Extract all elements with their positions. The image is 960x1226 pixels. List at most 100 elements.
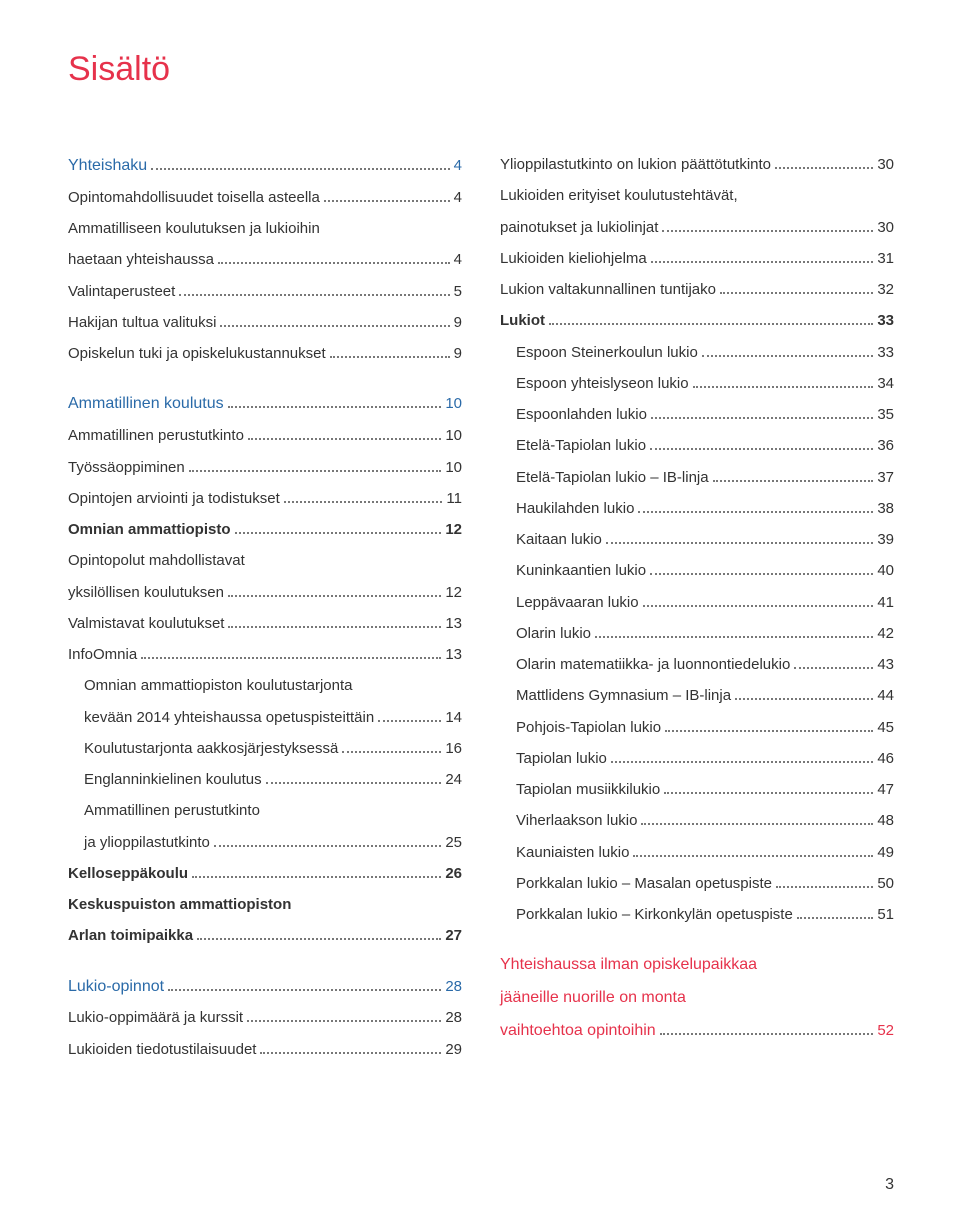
toc-label: Lukion valtakunnallinen tuntijako: [500, 278, 716, 303]
toc-row: Omnian ammattiopiston koulutustarjonta: [68, 674, 462, 699]
toc-leader-dots: [720, 292, 873, 294]
toc-row: Valintaperusteet5: [68, 280, 462, 305]
toc-label: Ammatillinen perustutkinto: [68, 424, 244, 449]
toc-label: Porkkalan lukio – Kirkonkylän opetuspist…: [516, 903, 793, 928]
toc-row: Kuninkaantien lukio 40: [500, 559, 894, 584]
toc-page-number: 40: [877, 559, 894, 584]
toc-page-number: 41: [877, 591, 894, 616]
toc-leader-dots: [794, 667, 873, 669]
toc-row: Työssäoppiminen10: [68, 456, 462, 481]
toc-leader-dots: [214, 845, 441, 847]
toc-page-number: 9: [454, 311, 462, 336]
toc-leader-dots: [228, 595, 441, 597]
toc-label: Lukioiden tiedotustilaisuudet: [68, 1038, 256, 1063]
toc-page-number: 26: [445, 862, 462, 887]
toc-label: Pohjois-Tapiolan lukio: [516, 716, 661, 741]
toc-label: Olarin lukio: [516, 622, 591, 647]
toc-label: Espoonlahden lukio: [516, 403, 647, 428]
toc-leader-dots: [641, 823, 873, 825]
toc-label: Opintomahdollisuudet toisella asteella: [68, 186, 320, 211]
toc-leader-dots: [151, 168, 449, 170]
toc-leader-dots: [247, 1020, 441, 1022]
toc-row: Kelloseppäkoulu26: [68, 862, 462, 887]
toc-row: Porkkalan lukio – Kirkonkylän opetuspist…: [500, 903, 894, 928]
toc-row: Olarin matematiikka- ja luonnontiedeluki…: [500, 653, 894, 678]
toc-leader-dots: [378, 720, 441, 722]
toc-label: Valmistavat koulutukset: [68, 612, 224, 637]
toc-row: Keskuspuiston ammattiopiston: [68, 893, 462, 918]
section-gap: [68, 373, 462, 391]
toc-page-number: 34: [877, 372, 894, 397]
toc-page-number: 28: [445, 1006, 462, 1031]
toc-row: Ylioppilastutkinto on lukion päättötutki…: [500, 153, 894, 178]
toc-row: kevään 2014 yhteishaussa opetuspisteittä…: [68, 706, 462, 731]
toc-page-number: 4: [454, 154, 462, 179]
toc-leader-dots: [633, 855, 873, 857]
toc-page-number: 33: [877, 341, 894, 366]
toc-leader-dots: [702, 355, 874, 357]
toc-page-number: 24: [445, 768, 462, 793]
toc-leader-dots: [693, 386, 874, 388]
toc-label: kevään 2014 yhteishaussa opetuspisteittä…: [84, 706, 374, 731]
toc-leader-dots: [638, 511, 873, 513]
toc-page-number: 44: [877, 684, 894, 709]
toc-label: Koulutustarjonta aakkosjärjestyksessä: [84, 737, 338, 762]
toc-label: Kaitaan lukio: [516, 528, 602, 553]
toc-label: Lukio-opinnot: [68, 974, 164, 1000]
toc-row: Yhteishaku4: [68, 153, 462, 179]
toc-leader-dots: [651, 261, 874, 263]
toc-row: Kaitaan lukio 39: [500, 528, 894, 553]
toc-page-number: 16: [445, 737, 462, 762]
toc-page-number: 50: [877, 872, 894, 897]
toc-leader-dots: [606, 542, 873, 544]
toc-label: Kuninkaantien lukio: [516, 559, 646, 584]
page-title: Sisältö: [68, 50, 894, 89]
toc-page-number: 12: [445, 581, 462, 606]
toc-label: Espoon yhteislyseon lukio: [516, 372, 689, 397]
toc-label: Tapiolan musiikkilukio: [516, 778, 660, 803]
toc-row: Ammatillinen perustutkinto 10: [68, 424, 462, 449]
toc-row: jääneille nuorille on monta: [500, 985, 894, 1011]
toc-page-number: 10: [445, 392, 462, 417]
toc-leader-dots: [141, 657, 441, 659]
toc-row: Pohjois-Tapiolan lukio45: [500, 716, 894, 741]
toc-leader-dots: [595, 636, 873, 638]
toc-page-number: 42: [877, 622, 894, 647]
toc-label: Opiskelun tuki ja opiskelukustannukset: [68, 342, 326, 367]
toc-row: Ammatilliseen koulutuksen ja lukioihin: [68, 217, 462, 242]
toc-leader-dots: [179, 294, 449, 296]
toc-label: ja ylioppilastutkinto: [84, 831, 210, 856]
toc-row: Tapiolan lukio46: [500, 747, 894, 772]
toc-label: Lukioiden erityiset koulutustehtävät,: [500, 184, 738, 209]
toc-column-right: Ylioppilastutkinto on lukion päättötutki…: [500, 153, 894, 1069]
toc-label: haetaan yhteishaussa: [68, 248, 214, 273]
toc-leader-dots: [324, 200, 450, 202]
toc-row: Lukioiden kieliohjelma31: [500, 247, 894, 272]
toc-page-number: 10: [445, 424, 462, 449]
toc-page-number: 39: [877, 528, 894, 553]
toc-row: Hakijan tultua valituksi9: [68, 311, 462, 336]
toc-column-left: Yhteishaku4 Opintomahdollisuudet toisella…: [68, 153, 462, 1069]
toc-page-number: 13: [445, 612, 462, 637]
toc-row: Opintopolut mahdollistavat: [68, 549, 462, 574]
toc-label: Olarin matematiikka- ja luonnontiedeluki…: [516, 653, 790, 678]
toc-page-number: 25: [445, 831, 462, 856]
toc-page-number: 48: [877, 809, 894, 834]
toc-row: Ammatillinen perustutkinto: [68, 799, 462, 824]
toc-page-number: 30: [877, 153, 894, 178]
toc-label: painotukset ja lukiolinjat: [500, 216, 658, 241]
toc-label: Lukioiden kieliohjelma: [500, 247, 647, 272]
toc-label: Opintojen arviointi ja todistukset: [68, 487, 280, 512]
toc-label: Porkkalan lukio – Masalan opetuspiste: [516, 872, 772, 897]
toc-page-number: 33: [877, 309, 894, 334]
toc-row: Opiskelun tuki ja opiskelukustannukset9: [68, 342, 462, 367]
toc-row: Haukilahden lukio38: [500, 497, 894, 522]
toc-page-number: 27: [445, 924, 462, 949]
toc-label: vaihtoehtoa opintoihin: [500, 1018, 656, 1044]
toc-leader-dots: [342, 751, 441, 753]
toc-page-number: 4: [454, 186, 462, 211]
toc-label: Keskuspuiston ammattiopiston: [68, 893, 291, 918]
toc-page-number: 5: [454, 280, 462, 305]
toc-leader-dots: [776, 886, 873, 888]
toc-label: Työssäoppiminen: [68, 456, 185, 481]
